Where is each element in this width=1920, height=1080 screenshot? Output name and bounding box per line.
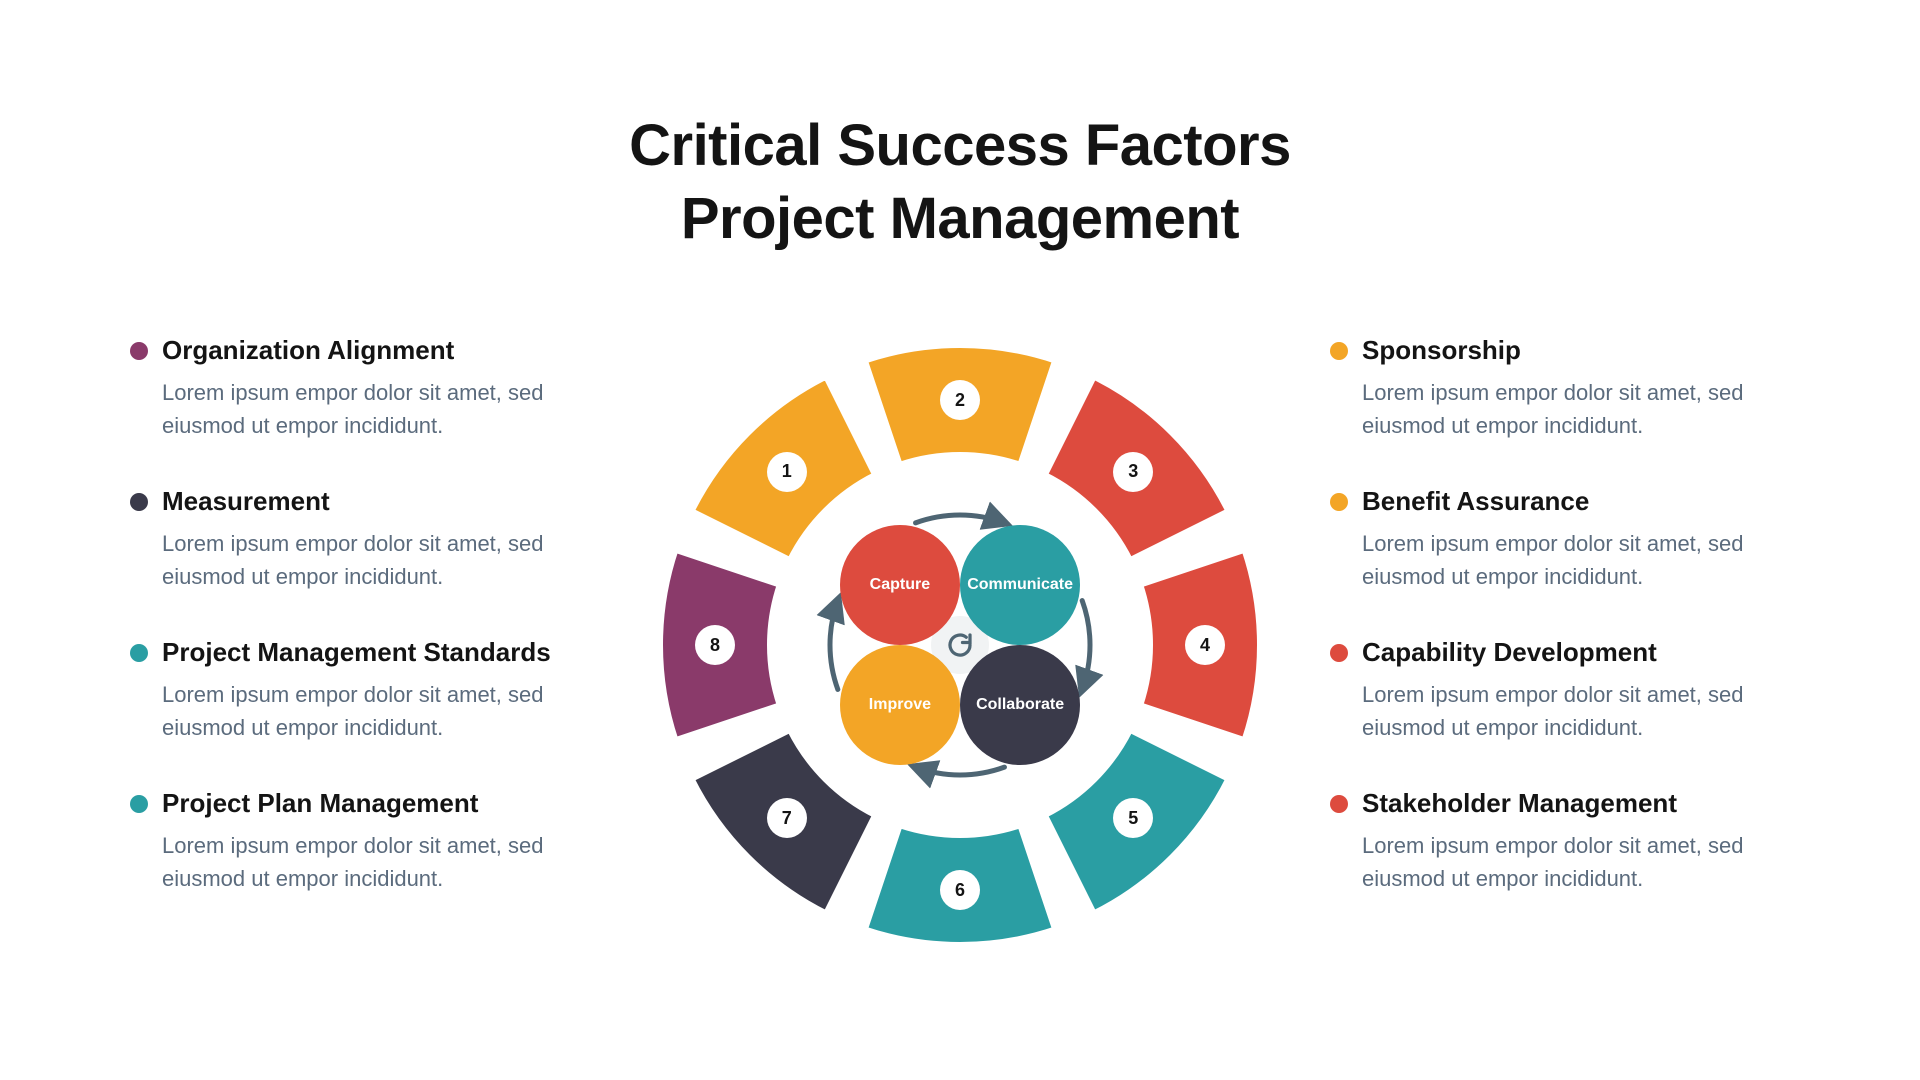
segment-number-badge: 5 [1113, 798, 1153, 838]
list-item: Organization Alignment Lorem ipsum empor… [130, 335, 590, 442]
list-item: Capability Development Lorem ipsum empor… [1330, 637, 1790, 744]
left-column: Organization Alignment Lorem ipsum empor… [130, 325, 590, 895]
item-body: Lorem ipsum empor dolor sit amet, sed ei… [130, 829, 590, 895]
item-head: Project Plan Management [130, 788, 590, 819]
item-title: Sponsorship [1362, 335, 1521, 366]
inner-cycle-node: Communicate [960, 525, 1080, 645]
segment-number-badge: 1 [767, 452, 807, 492]
item-title: Project Management Standards [162, 637, 551, 668]
slide: Critical Success Factors Project Managem… [0, 0, 1920, 1080]
inner-cycle-node: Capture [840, 525, 960, 645]
inner-cycle-node: Improve [840, 645, 960, 765]
list-item: Benefit Assurance Lorem ipsum empor dolo… [1330, 486, 1790, 593]
right-column: Sponsorship Lorem ipsum empor dolor sit … [1330, 325, 1790, 895]
segment-number-badge: 3 [1113, 452, 1153, 492]
item-head: Sponsorship [1330, 335, 1790, 366]
list-item: Measurement Lorem ipsum empor dolor sit … [130, 486, 590, 593]
bullet-icon [130, 795, 148, 813]
bullet-icon [1330, 795, 1348, 813]
page-title: Critical Success Factors Project Managem… [130, 110, 1790, 255]
list-item: Project Plan Management Lorem ipsum empo… [130, 788, 590, 895]
item-body: Lorem ipsum empor dolor sit amet, sed ei… [1330, 527, 1790, 593]
item-body: Lorem ipsum empor dolor sit amet, sed ei… [130, 527, 590, 593]
segment-number-badge: 6 [940, 870, 980, 910]
bullet-icon [1330, 342, 1348, 360]
item-title: Benefit Assurance [1362, 486, 1589, 517]
list-item: Sponsorship Lorem ipsum empor dolor sit … [1330, 335, 1790, 442]
item-head: Project Management Standards [130, 637, 590, 668]
item-title: Project Plan Management [162, 788, 478, 819]
item-title: Stakeholder Management [1362, 788, 1677, 819]
diagram-overlay: CaptureCommunicateCollaborateImprove 1 2 3 4… [640, 325, 1280, 965]
item-title: Measurement [162, 486, 330, 517]
inner-cycle-node: Collaborate [960, 645, 1080, 765]
bullet-icon [130, 644, 148, 662]
segment-number-badge: 4 [1185, 625, 1225, 665]
item-head: Benefit Assurance [1330, 486, 1790, 517]
bullet-icon [130, 342, 148, 360]
content-row: Organization Alignment Lorem ipsum empor… [130, 325, 1790, 965]
segment-number-badge: 8 [695, 625, 735, 665]
item-body: Lorem ipsum empor dolor sit amet, sed ei… [1330, 678, 1790, 744]
item-body: Lorem ipsum empor dolor sit amet, sed ei… [130, 678, 590, 744]
list-item: Project Management Standards Lorem ipsum… [130, 637, 590, 744]
item-body: Lorem ipsum empor dolor sit amet, sed ei… [1330, 829, 1790, 895]
item-head: Stakeholder Management [1330, 788, 1790, 819]
segment-number-badge: 2 [940, 380, 980, 420]
circular-diagram: CaptureCommunicateCollaborateImprove 1 2 3 4… [640, 325, 1280, 965]
segment-number-badge: 7 [767, 798, 807, 838]
item-body: Lorem ipsum empor dolor sit amet, sed ei… [1330, 376, 1790, 442]
item-head: Measurement [130, 486, 590, 517]
bullet-icon [1330, 493, 1348, 511]
title-line-1: Critical Success Factors [629, 113, 1291, 178]
item-title: Organization Alignment [162, 335, 454, 366]
title-line-2: Project Management [681, 186, 1239, 251]
item-title: Capability Development [1362, 637, 1657, 668]
item-head: Organization Alignment [130, 335, 590, 366]
list-item: Stakeholder Management Lorem ipsum empor… [1330, 788, 1790, 895]
item-body: Lorem ipsum empor dolor sit amet, sed ei… [130, 376, 590, 442]
bullet-icon [130, 493, 148, 511]
bullet-icon [1330, 644, 1348, 662]
item-head: Capability Development [1330, 637, 1790, 668]
